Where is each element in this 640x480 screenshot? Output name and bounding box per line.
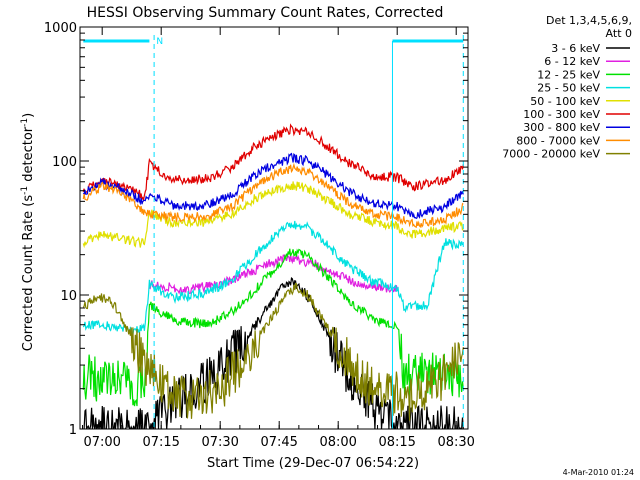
legend-label: 3 - 6 keV <box>551 42 600 55</box>
y-axis: 1 10 100 1000 <box>44 21 468 438</box>
series-line-8 <box>82 282 464 421</box>
legend-header-line1: Det 1,3,4,5,6,9, <box>546 14 632 27</box>
x-tick-label: 08:30 <box>437 435 474 450</box>
flag-layer: N <box>83 35 464 429</box>
series-layer <box>82 123 464 429</box>
legend-label: 100 - 300 keV <box>523 108 600 121</box>
series-line-5 <box>82 123 464 202</box>
legend-label: 12 - 25 keV <box>537 68 600 81</box>
legend-label: 7000 - 20000 keV <box>502 148 600 161</box>
y-tick-label: 100 <box>52 155 77 170</box>
chart-title: HESSI Observing Summary Count Rates, Cor… <box>87 5 444 21</box>
legend-label: 50 - 100 keV <box>530 95 600 108</box>
series-line-3 <box>82 220 464 336</box>
y-tick-label: 10 <box>60 289 77 304</box>
series-line-4 <box>82 181 464 249</box>
x-axis: 07:00 07:15 07:30 07:45 08:00 08:15 08:30 <box>82 27 475 450</box>
legend-label: 6 - 12 keV <box>544 55 600 68</box>
footer-timestamp: 4-Mar-2010 01:24 <box>563 468 634 477</box>
series-line-6 <box>82 152 464 220</box>
y-tick-label: 1000 <box>44 21 77 36</box>
series-line-1 <box>149 253 398 296</box>
legend-label: 800 - 7000 keV <box>516 134 600 147</box>
plot-area: N 07:00 07:15 07:30 07:45 08:00 08:15 08:30 11… <box>44 21 475 450</box>
x-tick-label: 07:30 <box>201 435 238 450</box>
legend-header-line2: Att 0 <box>606 27 632 40</box>
y-tick-label: 1 <box>69 423 77 438</box>
x-tick-label: 07:00 <box>83 435 120 450</box>
legend-label: 25 - 50 keV <box>537 82 600 95</box>
legend-label: 300 - 800 keV <box>523 121 600 134</box>
x-tick-label: 07:15 <box>142 435 179 450</box>
x-tick-label: 07:45 <box>260 435 297 450</box>
x-axis-label: Start Time (29-Dec-07 06:54:22) <box>207 456 419 471</box>
series-line-0 <box>83 276 464 429</box>
y-axis-label: Corrected Count Rate (s-1 detector-1) <box>20 113 36 351</box>
series-line-7 <box>82 162 464 229</box>
plot-frame <box>79 26 469 430</box>
x-tick-label: 08:15 <box>378 435 415 450</box>
x-tick-label: 08:00 <box>319 435 356 450</box>
flag-n-label: N <box>156 37 163 47</box>
